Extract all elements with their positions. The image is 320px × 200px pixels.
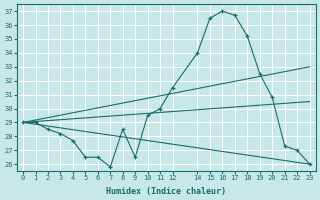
X-axis label: Humidex (Indice chaleur): Humidex (Indice chaleur) (106, 187, 226, 196)
